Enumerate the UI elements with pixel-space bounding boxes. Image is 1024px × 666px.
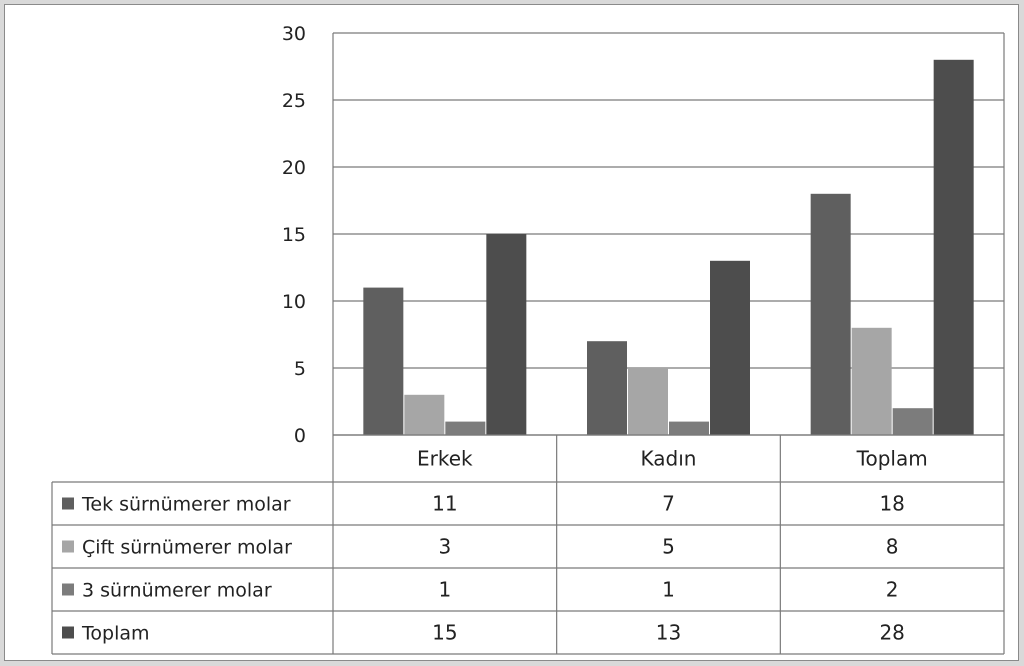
y-tick-label-0: 0 <box>294 425 306 447</box>
legend-label-cift-surnumerer-molar: Çift sürnümerer molar <box>82 537 292 559</box>
bar-toplam-toplam <box>933 59 974 436</box>
table-value-tek-surnumerer-molar-toplam: 18 <box>879 492 904 516</box>
y-tick-label-5: 5 <box>294 358 306 380</box>
legend-label-tek-surnumerer-molar: Tek sürnümerer molar <box>81 494 291 516</box>
bar-cift-surnumerer-molar-kadin <box>628 368 668 435</box>
bar-tek-surnumerer-molar-kadin <box>587 341 627 435</box>
table-value-toplam-kadin: 13 <box>656 621 681 645</box>
table-value-cift-surnumerer-molar-erkek: 3 <box>438 535 451 559</box>
y-tick-label-20: 20 <box>282 157 306 179</box>
legend-label-3-surnumerer-molar: 3 sürnümerer molar <box>82 580 272 602</box>
gridlines <box>332 32 1005 436</box>
category-label-toplam: Toplam <box>856 447 928 471</box>
table-value-toplam-erkek: 15 <box>432 621 457 645</box>
bar-3-surnumerer-molar-kadin <box>669 421 709 435</box>
bars <box>363 59 974 436</box>
y-tick-label-30: 30 <box>282 23 306 45</box>
legend-label-toplam: Toplam <box>81 623 150 645</box>
y-tick-label-15: 15 <box>282 224 306 246</box>
bar-cift-surnumerer-molar-toplam <box>851 327 892 435</box>
table-value-tek-surnumerer-molar-kadin: 7 <box>662 492 675 516</box>
category-label-kadin: Kadın <box>641 447 697 471</box>
bar-3-surnumerer-molar-erkek <box>445 421 486 435</box>
table-value-tek-surnumerer-molar-erkek: 11 <box>432 492 457 516</box>
table-value-cift-surnumerer-molar-toplam: 8 <box>886 535 899 559</box>
table-value-toplam-toplam: 28 <box>879 621 904 645</box>
table-value-3-surnumerer-molar-erkek: 1 <box>438 578 451 602</box>
table-value-3-surnumerer-molar-toplam: 2 <box>886 578 899 602</box>
legend-swatch-tek-surnumerer-molar <box>62 497 74 510</box>
legend-swatch-toplam <box>62 626 74 639</box>
y-tick-label-25: 25 <box>282 90 306 112</box>
bar-cift-surnumerer-molar-erkek <box>404 394 445 435</box>
bar-toplam-kadin <box>710 260 750 435</box>
bar-tek-surnumerer-molar-toplam <box>810 193 851 435</box>
bar-tek-surnumerer-molar-erkek <box>363 287 404 435</box>
table-value-cift-surnumerer-molar-kadin: 5 <box>662 535 675 559</box>
table-value-3-surnumerer-molar-kadin: 1 <box>662 578 675 602</box>
y-tick-label-10: 10 <box>282 291 306 313</box>
bar-3-surnumerer-molar-toplam <box>892 408 933 435</box>
legend-swatch-cift-surnumerer-molar <box>62 540 74 553</box>
y-axis-ticks: 0 5 10 15 20 25 30 <box>282 23 306 447</box>
category-label-erkek: Erkek <box>417 447 473 471</box>
legend-swatch-3-surnumerer-molar <box>62 583 74 596</box>
bar-toplam-erkek <box>486 234 527 435</box>
